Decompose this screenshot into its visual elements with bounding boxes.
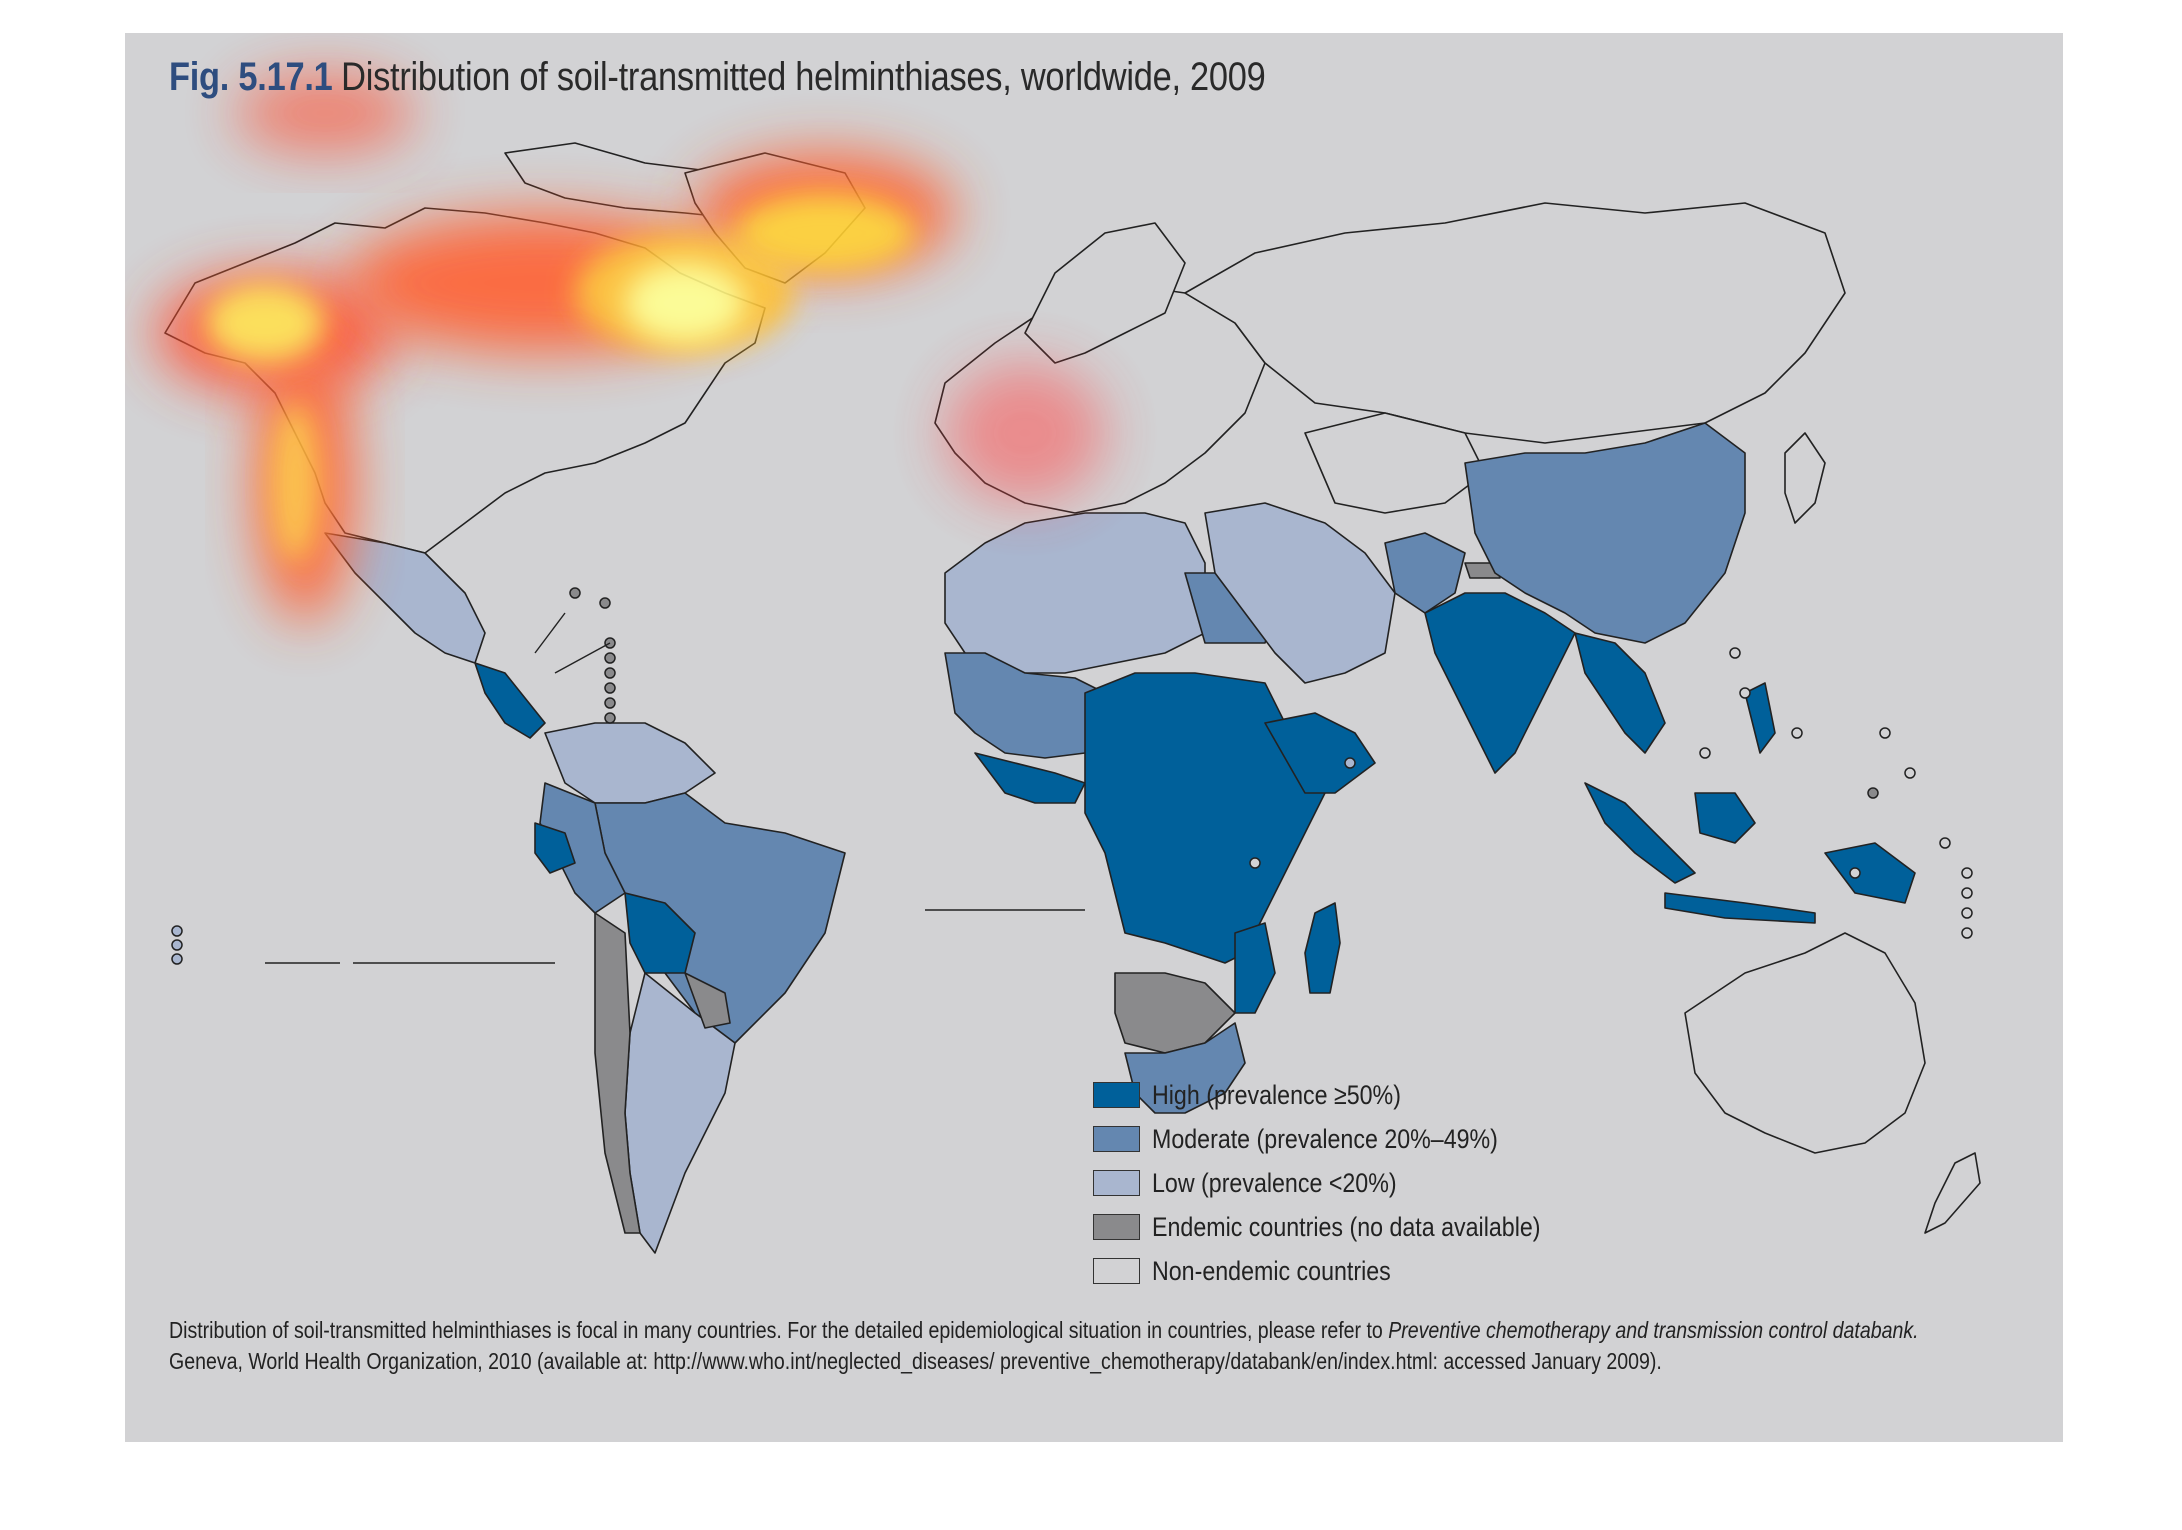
legend-item-endemic: Endemic countries (no data available) bbox=[1093, 1205, 1604, 1249]
legend-label-low: Low (prevalence <20%) bbox=[1152, 1167, 1397, 1198]
region-central-asia bbox=[1304, 412, 1486, 514]
legend-item-low: Low (prevalence <20%) bbox=[1093, 1161, 1604, 1205]
legend-item-high: High (prevalence ≥50%) bbox=[1093, 1073, 1604, 1117]
region-west-africa-high bbox=[974, 752, 1086, 804]
map-legend: High (prevalence ≥50%) Moderate (prevale… bbox=[1093, 1073, 1604, 1293]
legend-label-non-endemic: Non-endemic countries bbox=[1152, 1255, 1391, 1286]
legend-swatch-low bbox=[1093, 1170, 1140, 1196]
region-japan bbox=[1784, 432, 1826, 524]
region-java bbox=[1664, 892, 1816, 924]
region-scandinavia bbox=[1024, 222, 1186, 364]
figure-title-text: Distribution of soil-transmitted helmint… bbox=[341, 55, 1266, 99]
region-india bbox=[1424, 592, 1576, 774]
figure-title: Fig. 5.17.1 Distribution of soil-transmit… bbox=[169, 55, 1266, 100]
region-middle-east bbox=[1204, 502, 1396, 684]
region-mozambique bbox=[1234, 922, 1276, 1014]
legend-label-high: High (prevalence ≥50%) bbox=[1152, 1079, 1401, 1110]
region-indonesia-west bbox=[1584, 782, 1696, 884]
footnote-text-before: Distribution of soil-transmitted helmint… bbox=[169, 1317, 1389, 1343]
region-pakistan-afghanistan bbox=[1384, 532, 1466, 614]
region-south-africa bbox=[1124, 1022, 1246, 1114]
region-borneo bbox=[1694, 792, 1756, 844]
region-madagascar bbox=[1304, 902, 1341, 994]
region-paraguay bbox=[684, 972, 731, 1029]
region-chile bbox=[594, 912, 641, 1234]
figure-footnote: Distribution of soil-transmitted helmint… bbox=[169, 1315, 1997, 1377]
heat-overlay bbox=[155, 73, 1105, 623]
region-new-zealand bbox=[1924, 1152, 1981, 1234]
legend-swatch-endemic bbox=[1093, 1214, 1140, 1240]
region-southeast-asia bbox=[1574, 632, 1666, 754]
region-mexico bbox=[324, 532, 486, 664]
world-map bbox=[155, 73, 1981, 1254]
region-central-africa-high bbox=[1084, 672, 1326, 964]
region-horn-of-africa bbox=[1264, 712, 1376, 794]
legend-label-endemic: Endemic countries (no data available) bbox=[1152, 1211, 1541, 1242]
legend-label-moderate: Moderate (prevalence 20%–49%) bbox=[1152, 1123, 1498, 1154]
region-china bbox=[1464, 422, 1746, 644]
region-south-america-north bbox=[544, 722, 716, 804]
region-russia bbox=[1184, 202, 1846, 444]
footnote-text-after: Geneva, World Health Organization, 2010 … bbox=[169, 1348, 1662, 1374]
legend-swatch-moderate bbox=[1093, 1126, 1140, 1152]
region-papua bbox=[1824, 842, 1916, 904]
region-ecuador bbox=[534, 822, 576, 874]
region-central-america bbox=[474, 662, 546, 739]
legend-item-non-endemic: Non-endemic countries bbox=[1093, 1249, 1604, 1293]
region-philippines bbox=[1744, 682, 1776, 754]
footnote-databank-title: Preventive chemotherapy and transmission… bbox=[1388, 1317, 1919, 1343]
legend-swatch-high bbox=[1093, 1082, 1140, 1108]
legend-swatch-non-endemic bbox=[1093, 1258, 1140, 1284]
figure-panel: Fig. 5.17.1 Distribution of soil-transmit… bbox=[125, 33, 2063, 1442]
figure-number: Fig. 5.17.1 bbox=[169, 55, 333, 99]
region-north-africa bbox=[944, 512, 1206, 674]
region-australia bbox=[1684, 932, 1926, 1154]
legend-item-moderate: Moderate (prevalence 20%–49%) bbox=[1093, 1117, 1604, 1161]
